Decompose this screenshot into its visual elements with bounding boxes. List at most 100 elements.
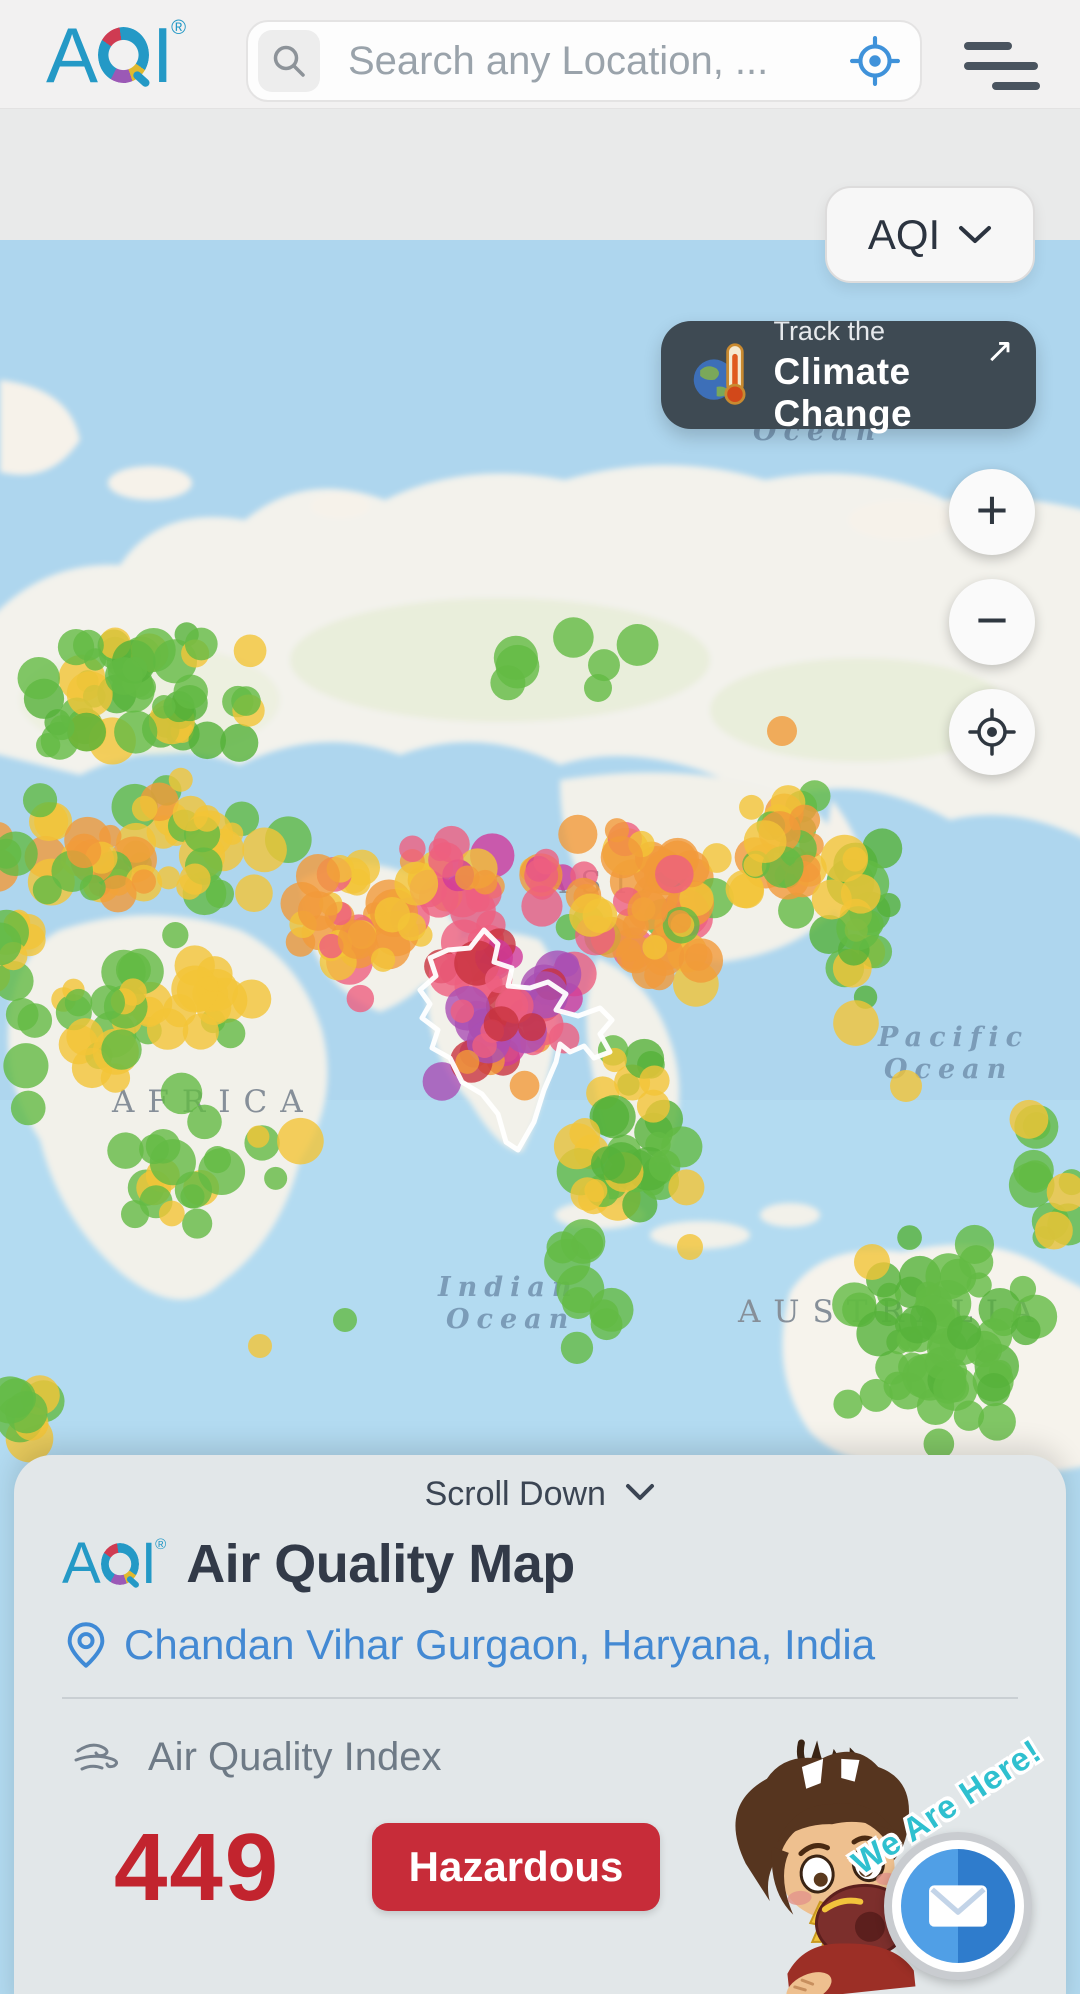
aqi-station-dot[interactable] <box>570 1177 605 1211</box>
aqi-station-dot[interactable] <box>104 657 143 695</box>
aqi-station-dot[interactable] <box>655 854 694 894</box>
aqi-station-dot[interactable] <box>36 733 61 758</box>
aqi-station-dot[interactable] <box>558 814 598 854</box>
my-location-button[interactable] <box>949 689 1035 775</box>
aqi-station-dot[interactable] <box>648 1149 681 1182</box>
aqi-logo[interactable]: A I ® <box>46 16 186 94</box>
aqi-station-dot[interactable] <box>1046 1172 1080 1212</box>
aqi-station-dot[interactable] <box>99 824 122 848</box>
chat-button[interactable] <box>884 1832 1032 1980</box>
aqi-station-dot[interactable] <box>374 896 411 933</box>
aqi-station-dot[interactable] <box>66 833 102 869</box>
aqi-station-dot[interactable] <box>131 795 158 822</box>
aqi-station-dot[interactable] <box>509 1070 540 1101</box>
track-climate-change-button[interactable]: Track the Climate Change ↗ <box>661 316 1036 434</box>
status-badge[interactable]: Hazardous <box>372 1823 660 1911</box>
aqi-station-dot[interactable] <box>833 1000 879 1046</box>
aqi-station-dot[interactable] <box>215 1018 246 1049</box>
aqi-station-dot[interactable] <box>428 842 464 878</box>
aqi-station-dot[interactable] <box>616 623 659 666</box>
aqi-station-dot[interactable] <box>0 960 34 1002</box>
aqi-station-dot[interactable] <box>66 671 113 718</box>
aqi-station-dot[interactable] <box>642 934 668 960</box>
aqi-station-dot[interactable] <box>171 965 219 1013</box>
aqi-station-dot[interactable] <box>152 695 176 719</box>
aqi-station-dot[interactable] <box>248 1334 272 1358</box>
aqi-station-dot[interactable] <box>107 1132 144 1169</box>
aqi-station-dot[interactable] <box>941 1374 970 1403</box>
aqi-station-dot[interactable] <box>337 919 378 960</box>
aqi-station-dot[interactable] <box>17 657 60 700</box>
aqi-station-dot[interactable] <box>370 947 396 972</box>
aqi-station-dot[interactable] <box>182 1208 213 1239</box>
aqi-station-dot[interactable] <box>636 1089 670 1123</box>
aqi-station-dot[interactable] <box>3 1043 49 1089</box>
aqi-station-dot[interactable] <box>0 1378 36 1418</box>
zoom-out-button[interactable]: − <box>949 579 1035 665</box>
aqi-station-dot[interactable] <box>114 710 158 754</box>
aqi-station-dot[interactable] <box>627 889 669 931</box>
aqi-station-dot[interactable] <box>668 1169 705 1206</box>
aqi-station-dot[interactable] <box>836 906 881 951</box>
aqi-station-dot[interactable] <box>588 649 620 682</box>
menu-button[interactable] <box>964 42 1040 90</box>
aqi-station-dot[interactable] <box>264 1166 288 1190</box>
aqi-station-dot[interactable] <box>854 1244 890 1280</box>
aqi-station-dot[interactable] <box>394 861 439 906</box>
aqi-station-dot[interactable] <box>242 827 287 873</box>
aqi-station-dot[interactable] <box>739 794 764 820</box>
aqi-station-dot[interactable] <box>644 959 675 991</box>
aqi-station-dot[interactable] <box>590 1308 623 1341</box>
aqi-station-dot[interactable] <box>399 835 426 863</box>
aqi-station-dot[interactable] <box>99 875 137 913</box>
aqi-station-dot[interactable] <box>168 767 193 792</box>
aqi-station-dot[interactable] <box>115 952 151 988</box>
aqi-station-dot[interactable] <box>842 846 868 872</box>
aqi-station-dot[interactable] <box>173 674 208 709</box>
aqi-station-dot[interactable] <box>518 1013 546 1042</box>
aqi-station-dot[interactable] <box>554 952 579 977</box>
aqi-station-dot[interactable] <box>422 1062 462 1101</box>
aqi-station-dot[interactable] <box>66 1018 104 1056</box>
aqi-station-dot[interactable] <box>590 1146 625 1181</box>
aqi-station-dot[interactable] <box>898 1305 937 1344</box>
aqi-station-dot[interactable] <box>1013 1149 1054 1191</box>
aqi-station-dot[interactable] <box>188 721 227 760</box>
aqi-station-dot[interactable] <box>798 780 831 812</box>
aqi-station-dot[interactable] <box>584 674 612 702</box>
aqi-station-dot[interactable] <box>778 892 815 929</box>
aqi-station-dot[interactable] <box>856 1311 902 1357</box>
aqi-station-dot[interactable] <box>0 922 22 966</box>
aqi-station-dot[interactable] <box>667 909 692 934</box>
aqi-station-dot[interactable] <box>333 1308 357 1332</box>
aqi-station-dot[interactable] <box>247 1125 270 1148</box>
aqi-station-dot[interactable] <box>277 1117 324 1165</box>
aqi-station-dot[interactable] <box>235 874 273 913</box>
use-my-location-icon[interactable] <box>850 36 900 86</box>
aqi-station-dot[interactable] <box>232 979 272 1019</box>
aqi-station-dot[interactable] <box>49 715 75 741</box>
aqi-station-dot[interactable] <box>701 843 732 873</box>
aqi-station-dot[interactable] <box>524 858 559 893</box>
aqi-station-dot[interactable] <box>679 881 714 917</box>
aqi-station-dot[interactable] <box>1009 1099 1049 1139</box>
aqi-station-dot[interactable] <box>556 1265 605 1314</box>
aqi-station-dot[interactable] <box>67 712 106 752</box>
aqi-station-dot[interactable] <box>131 869 157 894</box>
aqi-station-dot[interactable] <box>897 1225 922 1250</box>
aqi-station-dot[interactable] <box>569 1118 601 1149</box>
aqi-station-dot[interactable] <box>64 988 93 1017</box>
aqi-station-dot[interactable] <box>725 869 764 909</box>
aqi-station-dot[interactable] <box>101 1029 142 1070</box>
aqi-station-dot[interactable] <box>600 836 644 879</box>
aqi-station-dot[interactable] <box>490 665 526 701</box>
aqi-station-dot[interactable] <box>73 629 104 661</box>
aqi-station-dot[interactable] <box>10 1090 46 1126</box>
aqi-station-dot[interactable] <box>1010 1315 1041 1346</box>
aqi-station-dot[interactable] <box>548 1022 580 1054</box>
aqi-station-dot[interactable] <box>162 922 189 949</box>
aqi-station-dot[interactable] <box>319 933 344 959</box>
aqi-station-dot[interactable] <box>455 865 480 891</box>
aqi-station-dot[interactable] <box>157 866 181 890</box>
aqi-station-dot[interactable] <box>743 820 787 863</box>
